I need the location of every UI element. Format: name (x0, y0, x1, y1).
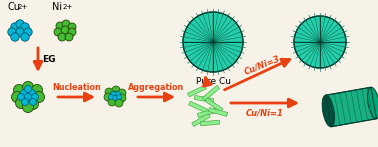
Polygon shape (187, 85, 206, 97)
Polygon shape (194, 95, 214, 103)
Polygon shape (208, 108, 228, 116)
Circle shape (24, 28, 32, 36)
Circle shape (21, 33, 29, 41)
Text: Cu/Ni=1: Cu/Ni=1 (246, 109, 284, 118)
Circle shape (23, 101, 34, 112)
Circle shape (62, 20, 70, 28)
Circle shape (118, 89, 126, 97)
Text: Cu: Cu (7, 2, 20, 12)
Polygon shape (192, 113, 210, 126)
Circle shape (11, 23, 19, 31)
Circle shape (21, 23, 29, 31)
Polygon shape (197, 109, 217, 117)
Circle shape (15, 97, 26, 108)
Circle shape (22, 98, 28, 106)
Circle shape (116, 91, 121, 96)
Circle shape (65, 33, 73, 41)
Ellipse shape (367, 87, 378, 119)
Circle shape (58, 33, 66, 41)
Polygon shape (200, 120, 220, 126)
Circle shape (111, 91, 119, 99)
Circle shape (294, 16, 346, 68)
Text: 2+: 2+ (63, 4, 73, 10)
Circle shape (28, 90, 36, 96)
Circle shape (28, 98, 39, 110)
Text: Aggregation: Aggregation (129, 83, 184, 92)
Text: Cu/Ni=3: Cu/Ni=3 (243, 54, 281, 76)
Circle shape (11, 91, 23, 102)
Circle shape (115, 99, 123, 107)
Circle shape (68, 23, 76, 31)
Text: EG: EG (42, 55, 56, 64)
Circle shape (14, 85, 25, 96)
Circle shape (183, 12, 243, 72)
Circle shape (105, 88, 113, 96)
Circle shape (16, 20, 24, 28)
Circle shape (113, 96, 118, 101)
Circle shape (112, 86, 120, 94)
Circle shape (31, 93, 39, 101)
Circle shape (118, 94, 126, 102)
Circle shape (61, 26, 69, 34)
Circle shape (25, 86, 31, 92)
Circle shape (25, 93, 31, 101)
Circle shape (23, 91, 34, 101)
Circle shape (23, 81, 34, 92)
Circle shape (8, 28, 16, 36)
Circle shape (110, 91, 116, 96)
Circle shape (56, 22, 64, 30)
Circle shape (54, 28, 62, 36)
Ellipse shape (322, 95, 335, 127)
Circle shape (108, 95, 113, 100)
Circle shape (17, 93, 25, 101)
Circle shape (16, 28, 24, 36)
Circle shape (108, 98, 116, 106)
Circle shape (11, 33, 19, 41)
Polygon shape (189, 101, 208, 113)
Circle shape (29, 98, 37, 106)
Text: Ni: Ni (52, 2, 62, 12)
Circle shape (104, 93, 112, 101)
Circle shape (116, 95, 121, 100)
Text: Nucleation: Nucleation (52, 83, 101, 92)
Polygon shape (203, 85, 220, 101)
Circle shape (20, 90, 28, 96)
Circle shape (34, 91, 45, 102)
Polygon shape (325, 87, 376, 127)
Polygon shape (205, 98, 223, 112)
Text: Pure Cu: Pure Cu (195, 77, 231, 86)
Text: 2+: 2+ (18, 4, 28, 10)
Circle shape (68, 28, 76, 36)
Circle shape (31, 85, 42, 96)
